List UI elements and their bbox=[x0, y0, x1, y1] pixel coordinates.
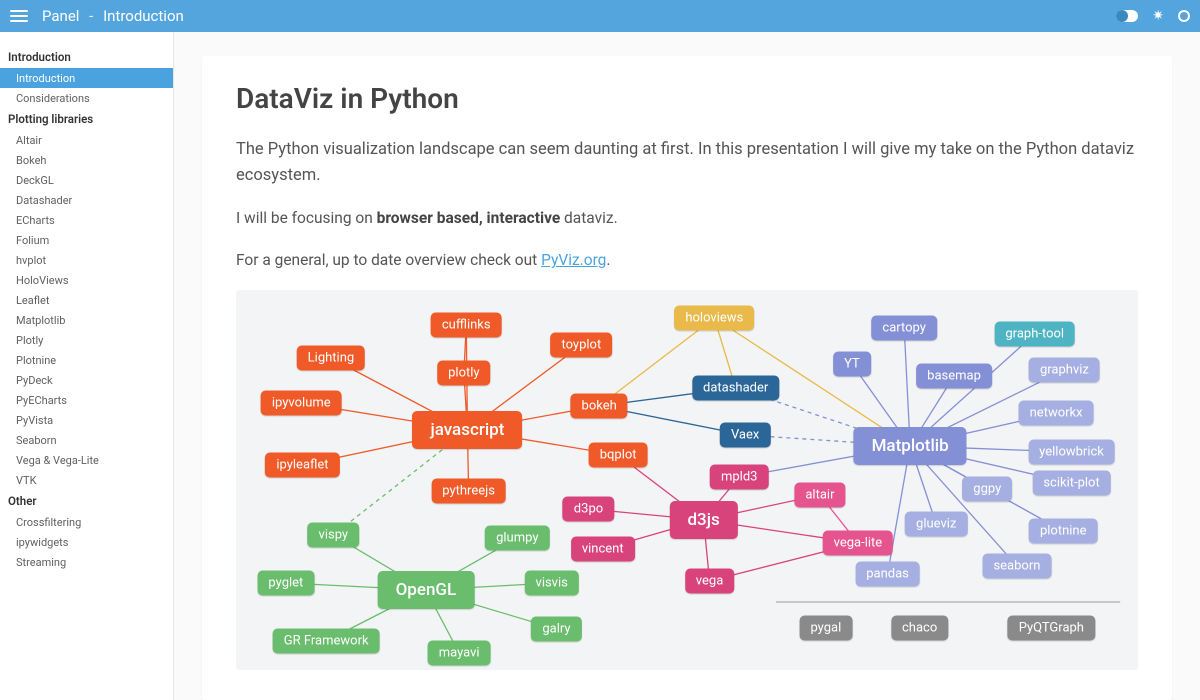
diagram-node-pythreejs: pythreejs bbox=[431, 479, 506, 504]
diagram-node-opengl: OpenGL bbox=[378, 571, 475, 609]
diagram-node-seaborn: seaborn bbox=[982, 554, 1051, 579]
diagram-node-bqplot: bqplot bbox=[589, 443, 648, 468]
diagram-node-yt: YT bbox=[833, 352, 871, 377]
sidebar-item-pyvista[interactable]: PyVista bbox=[0, 410, 173, 430]
diagram-node-mpld3: mpld3 bbox=[710, 465, 769, 490]
title-separator: - bbox=[83, 7, 99, 25]
diagram-node-galry: galry bbox=[531, 617, 581, 642]
sidebar-item-deckgl[interactable]: DeckGL bbox=[0, 170, 173, 190]
diagram-node-pandas: pandas bbox=[855, 562, 920, 587]
diagram-node-lighting: Lighting bbox=[297, 346, 366, 371]
diagram-node-matplotlib: Matplotlib bbox=[854, 427, 967, 465]
diagram-node-glueviz: glueviz bbox=[905, 512, 967, 537]
content-title: DataViz in Python bbox=[236, 82, 1138, 115]
diagram-node-mayavi: mayavi bbox=[428, 641, 491, 666]
diagram-node-vincent: vincent bbox=[571, 537, 635, 562]
sidebar-item-crossfiltering[interactable]: Crossfiltering bbox=[0, 512, 173, 532]
diagram-node-ggpy: ggpy bbox=[962, 477, 1012, 502]
diagram-node-graphviz: graphviz bbox=[1029, 358, 1100, 383]
content-para-1: The Python visualization landscape can s… bbox=[236, 137, 1138, 188]
diagram-node-basemap: basemap bbox=[916, 364, 992, 389]
diagram-node-glumpy: glumpy bbox=[485, 526, 549, 551]
diagram-node-javascript: javascript bbox=[412, 411, 522, 449]
diagram-node-scikitplot: scikit-plot bbox=[1032, 471, 1110, 496]
diagram-node-chaco: chaco bbox=[891, 616, 948, 641]
diagram-node-d3js: d3js bbox=[669, 501, 737, 539]
content-para-2: I will be focusing on browser based, int… bbox=[236, 206, 1138, 230]
diagram-node-vaex: Vaex bbox=[720, 423, 770, 448]
diagram-node-ipyleaflet: ipyleaflet bbox=[265, 453, 339, 478]
diagram-node-altair: altair bbox=[794, 483, 845, 508]
sidebar-item-considerations[interactable]: Considerations bbox=[0, 88, 173, 108]
diagram-node-bokeh: bokeh bbox=[571, 394, 628, 419]
main-content: DataViz in Python The Python visualizati… bbox=[174, 32, 1200, 700]
sidebar-item-seaborn[interactable]: Seaborn bbox=[0, 430, 173, 450]
sidebar-item-leaflet[interactable]: Leaflet bbox=[0, 290, 173, 310]
sidebar-item-folium[interactable]: Folium bbox=[0, 230, 173, 250]
sidebar-item-matplotlib[interactable]: Matplotlib bbox=[0, 310, 173, 330]
diagram-node-grfw: GR Framework bbox=[273, 629, 380, 654]
sidebar-item-vtk[interactable]: VTK bbox=[0, 470, 173, 490]
theme-toggle[interactable] bbox=[1116, 10, 1138, 22]
sidebar-heading: Plotting libraries bbox=[0, 108, 173, 130]
sidebar-item-bokeh[interactable]: Bokeh bbox=[0, 150, 173, 170]
sidebar-item-plotly[interactable]: Plotly bbox=[0, 330, 173, 350]
sidebar-item-vega-vega-lite[interactable]: Vega & Vega-Lite bbox=[0, 450, 173, 470]
sidebar-item-plotnine[interactable]: Plotnine bbox=[0, 350, 173, 370]
diagram-node-vispy: vispy bbox=[308, 523, 360, 548]
content-para-3: For a general, up to date overview check… bbox=[236, 248, 1138, 272]
page-title: Introduction bbox=[103, 7, 184, 25]
diagram-node-plotnine: plotnine bbox=[1029, 519, 1098, 544]
sidebar-item-hvplot[interactable]: hvplot bbox=[0, 250, 173, 270]
topbar-title: Panel - Introduction bbox=[42, 7, 184, 25]
sidebar-item-pyecharts[interactable]: PyECharts bbox=[0, 390, 173, 410]
sidebar-heading: Introduction bbox=[0, 46, 173, 68]
diagram-node-toyplot: toyplot bbox=[550, 333, 612, 358]
outline-circle-icon[interactable] bbox=[1178, 10, 1190, 22]
content-card: DataViz in Python The Python visualizati… bbox=[202, 56, 1172, 700]
diagram-node-cufflinks: cufflinks bbox=[431, 313, 502, 338]
diagram-node-vega: vega bbox=[685, 569, 734, 594]
diagram-node-d3po: d3po bbox=[563, 497, 614, 522]
diagram-node-vegalite: vega-lite bbox=[823, 531, 894, 556]
diagram-node-graphtool: graph-tool bbox=[994, 322, 1075, 347]
menu-icon[interactable] bbox=[10, 7, 28, 25]
sidebar-item-pydeck[interactable]: PyDeck bbox=[0, 370, 173, 390]
diagram-node-ipyvolume: ipyvolume bbox=[261, 391, 342, 416]
app-name: Panel bbox=[42, 7, 79, 25]
diagram-node-pygal: pygal bbox=[799, 616, 852, 641]
diagram-node-datashader: datashader bbox=[692, 376, 779, 401]
sidebar-item-ipywidgets[interactable]: ipywidgets bbox=[0, 532, 173, 552]
diagram-node-pyglet: pyglet bbox=[257, 571, 314, 596]
diagram-node-networkx: networkx bbox=[1019, 401, 1094, 426]
diagram-node-yellowbrick: yellowbrick bbox=[1028, 440, 1115, 465]
sidebar-heading: Other bbox=[0, 490, 173, 512]
sidebar-item-altair[interactable]: Altair bbox=[0, 130, 173, 150]
diagram-node-plotly: plotly bbox=[437, 361, 490, 386]
diagram-node-visvis: visvis bbox=[525, 571, 579, 596]
sidebar: IntroductionIntroductionConsiderationsPl… bbox=[0, 32, 174, 700]
ecosystem-diagram: javascript OpenGL d3js Matplotlib cufflinks t… bbox=[236, 290, 1138, 670]
sidebar-item-introduction[interactable]: Introduction bbox=[0, 68, 173, 88]
diagram-node-cartopy: cartopy bbox=[871, 316, 937, 341]
pyviz-link[interactable]: PyViz.org bbox=[541, 251, 606, 269]
diagram-node-holoviews: holoviews bbox=[674, 306, 754, 331]
sidebar-item-echarts[interactable]: ECharts bbox=[0, 210, 173, 230]
sun-icon[interactable]: ✷ bbox=[1152, 8, 1164, 24]
sidebar-item-holoviews[interactable]: HoloViews bbox=[0, 270, 173, 290]
diagram-node-pyqtgraph: PyQTGraph bbox=[1008, 616, 1095, 641]
sidebar-item-streaming[interactable]: Streaming bbox=[0, 552, 173, 572]
topbar: Panel - Introduction ✷ bbox=[0, 0, 1200, 32]
sidebar-item-datashader[interactable]: Datashader bbox=[0, 190, 173, 210]
